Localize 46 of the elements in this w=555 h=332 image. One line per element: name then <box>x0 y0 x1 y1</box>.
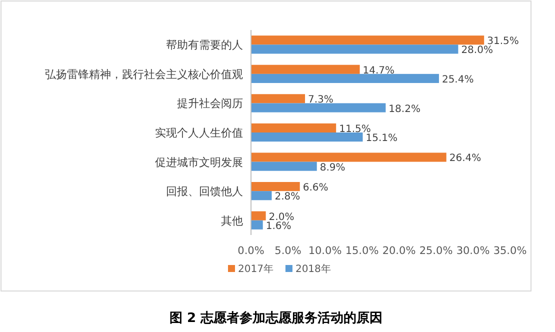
x-tick-label: 0.0% <box>238 245 264 257</box>
bar <box>251 94 306 104</box>
text: 图 2 志愿者参加志愿服务活动的原因 <box>169 310 383 326</box>
data-label: 2.0% <box>268 212 294 223</box>
bar <box>251 74 439 84</box>
y-tick-label: 促进城市文明发展 <box>155 156 243 169</box>
y-tick-label: 提升社会阅历 <box>177 97 243 110</box>
bar <box>251 64 360 74</box>
legend-label: 2018年 <box>295 263 331 275</box>
x-tick-label: 30.0% <box>456 245 490 257</box>
legend-label: 2017年 <box>238 263 274 275</box>
bar <box>251 36 484 45</box>
bar <box>251 162 317 171</box>
bar <box>251 132 363 142</box>
data-label: 28.0% <box>461 45 493 56</box>
data-label: 14.7% <box>362 65 395 76</box>
data-label: 26.4% <box>449 153 482 164</box>
y-tick-label: 实现个人人生价值 <box>155 126 243 140</box>
bar <box>251 152 446 162</box>
x-tick-label: 5.0% <box>274 245 302 257</box>
x-tick-label: 15.0% <box>345 245 379 257</box>
x-tick-label: 35.0% <box>493 245 527 257</box>
data-label: 18.2% <box>388 104 420 115</box>
data-label: 2.8% <box>274 192 300 203</box>
data-label: 11.5% <box>339 124 371 135</box>
x-tick-label: 20.0% <box>382 245 416 257</box>
data-label: 6.6% <box>302 182 328 194</box>
bar <box>251 103 386 112</box>
y-tick-label: 帮助有需要的人 <box>166 38 243 52</box>
bar <box>251 44 458 54</box>
data-label: 7.3% <box>308 94 334 106</box>
data-label: 15.1% <box>366 133 398 144</box>
data-label: 1.6% <box>266 220 292 232</box>
data-label: 31.5% <box>487 36 519 48</box>
y-tick-label: 回报、回馈他人 <box>166 185 243 198</box>
data-label: 8.9% <box>320 162 346 174</box>
x-tick-label: 10.0% <box>308 245 342 257</box>
x-tick-label: 25.0% <box>419 245 453 257</box>
bar <box>251 182 300 192</box>
bar <box>251 123 336 132</box>
bar <box>251 220 263 230</box>
bar <box>251 211 266 220</box>
y-tick-label: 弘扬雷锋精神，践行社会主义核心价值观 <box>45 68 243 81</box>
y-tick-label: 其他 <box>221 214 243 228</box>
bar <box>251 191 272 200</box>
data-label: 25.4% <box>442 74 474 86</box>
